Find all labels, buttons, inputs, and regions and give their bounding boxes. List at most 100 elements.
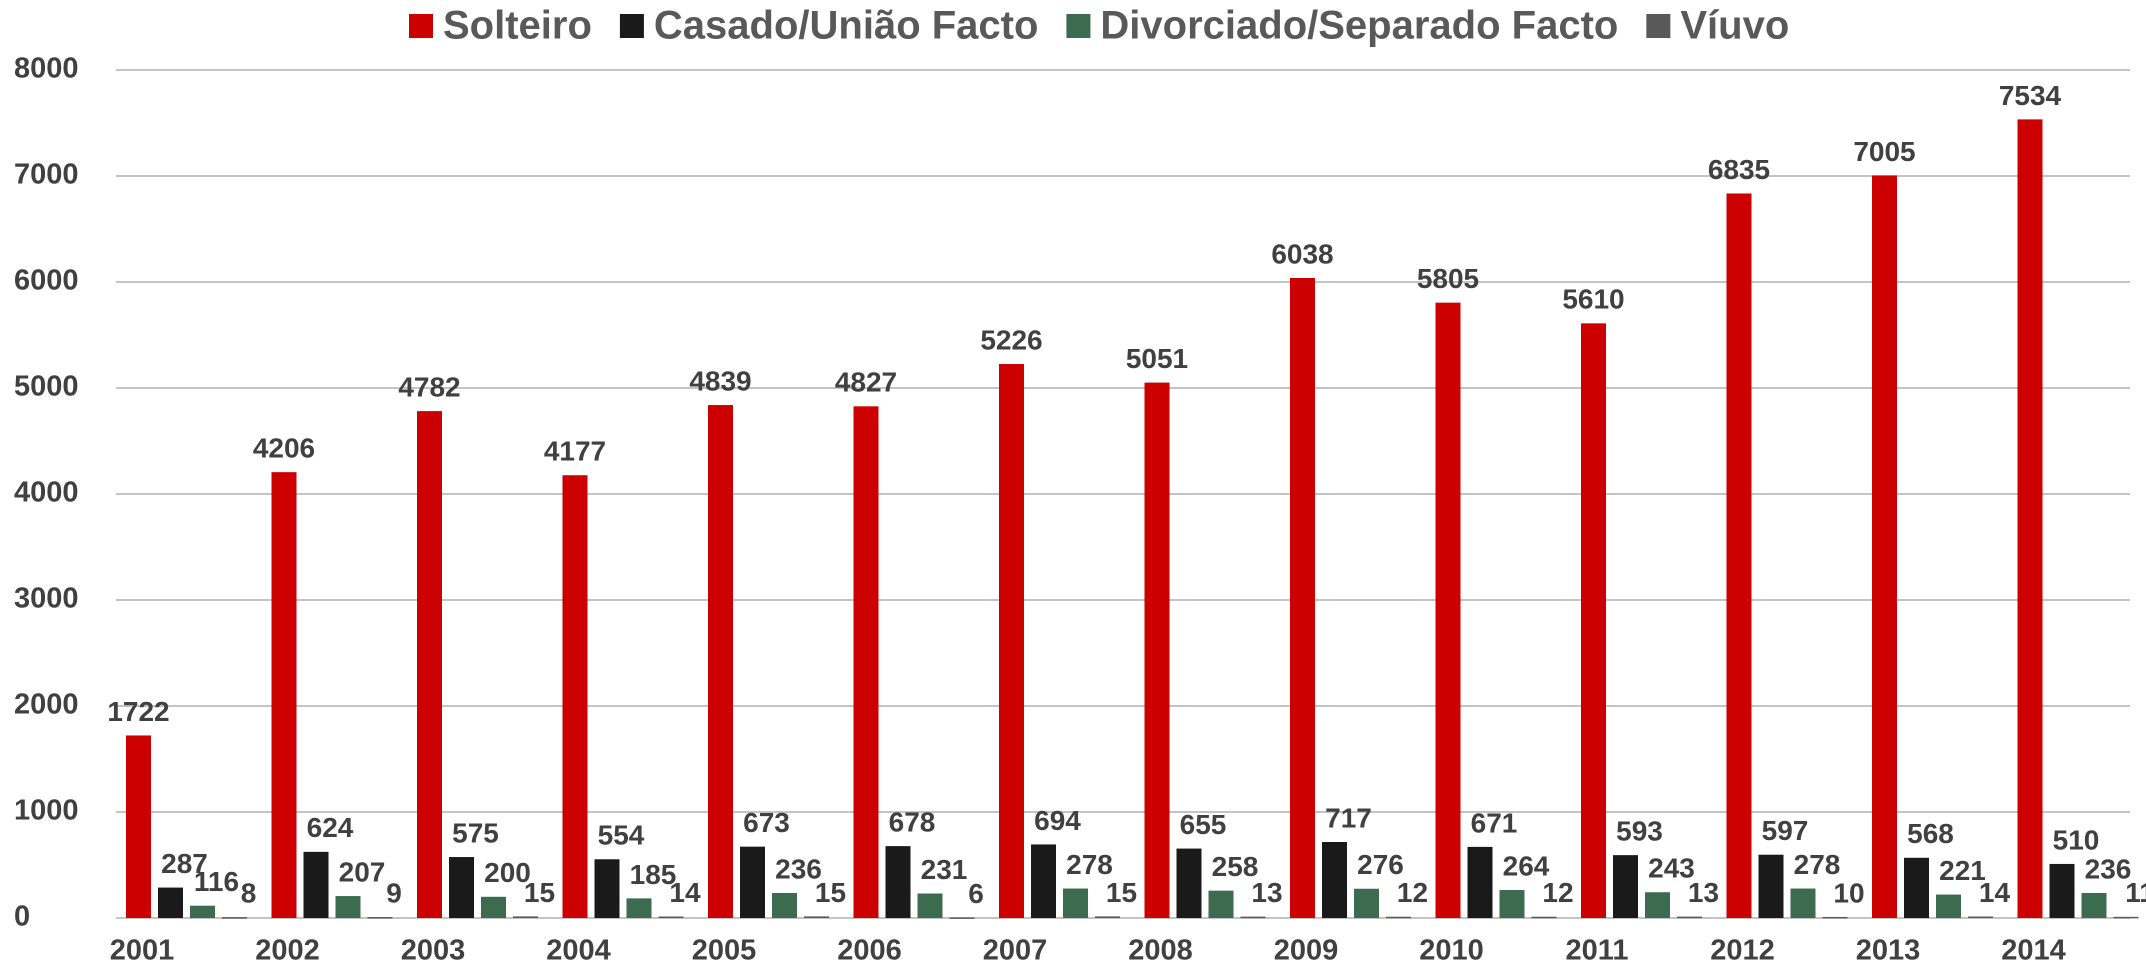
value-label: 236 <box>775 853 822 884</box>
x-tick-label: 2002 <box>255 935 320 967</box>
value-label: 568 <box>1907 818 1954 849</box>
value-label: 4206 <box>253 433 315 464</box>
value-label: 5610 <box>1562 284 1624 315</box>
legend-label: Víuvo <box>1680 4 1789 48</box>
bar <box>853 406 879 918</box>
bar <box>367 917 393 919</box>
bar <box>1031 844 1056 918</box>
bar <box>335 896 361 918</box>
bar <box>1354 888 1379 918</box>
value-label: 1722 <box>107 696 169 727</box>
legend-swatch <box>619 14 644 38</box>
value-label: 5805 <box>1417 263 1479 294</box>
value-label: 278 <box>1066 849 1113 880</box>
value-label: 6038 <box>1271 238 1333 269</box>
value-label: 6 <box>968 878 984 909</box>
value-label: 258 <box>1212 851 1259 882</box>
x-tick-label: 2010 <box>1419 935 1484 967</box>
value-label: 221 <box>1939 855 1986 886</box>
value-label: 673 <box>743 807 790 838</box>
legend-label: Solteiro <box>443 4 592 48</box>
bar <box>1322 841 1347 918</box>
bar <box>1095 916 1120 918</box>
value-label: 15 <box>524 877 555 908</box>
value-label: 7005 <box>1853 136 1915 167</box>
bar <box>658 916 684 919</box>
bar <box>2017 119 2043 919</box>
legend-label: Casado/União Facto <box>654 4 1039 48</box>
y-tick-label: 2000 <box>14 689 79 721</box>
bar <box>1904 857 1929 918</box>
value-label: 4782 <box>398 371 460 402</box>
bar <box>190 905 215 918</box>
y-tick-label: 6000 <box>14 265 79 297</box>
value-label: 4839 <box>689 365 751 396</box>
bar <box>1581 323 1606 919</box>
value-label: 510 <box>2053 824 2100 855</box>
value-label: 13 <box>1251 877 1282 908</box>
bar <box>999 364 1024 918</box>
bar <box>885 846 911 918</box>
value-label: 10 <box>1833 877 1864 908</box>
bar <box>222 917 247 919</box>
value-label: 11 <box>2125 877 2146 908</box>
x-tick-label: 2001 <box>110 935 175 967</box>
value-label: 231 <box>921 854 968 885</box>
value-label: 12 <box>1542 877 1573 908</box>
x-tick-label: 2008 <box>1128 935 1193 967</box>
bar <box>449 857 474 918</box>
x-tick-label: 2013 <box>1856 935 1921 967</box>
value-label: 12 <box>1397 877 1428 908</box>
bar <box>1435 302 1461 918</box>
value-label: 276 <box>1357 849 1404 880</box>
value-label: 624 <box>307 812 354 843</box>
bar <box>1758 854 1784 918</box>
bar <box>2049 863 2075 918</box>
bar <box>1613 855 1638 918</box>
bar <box>1290 277 1315 918</box>
value-label: 14 <box>1979 877 2011 908</box>
x-tick-label: 2005 <box>692 935 757 967</box>
x-tick-label: 2009 <box>1274 935 1339 967</box>
bar <box>303 851 329 918</box>
value-label: 4177 <box>544 436 606 467</box>
bar <box>1822 916 1848 919</box>
y-tick-label: 8000 <box>14 53 79 85</box>
bar <box>804 916 829 918</box>
value-label: 15 <box>815 877 846 908</box>
value-label: 5051 <box>1126 343 1188 374</box>
value-label: 287 <box>161 848 208 879</box>
bar <box>562 475 588 918</box>
bar <box>1063 888 1088 918</box>
bar <box>417 411 442 918</box>
bar <box>1531 916 1557 919</box>
x-tick-label: 2011 <box>1566 935 1629 967</box>
value-label: 554 <box>598 820 645 851</box>
y-tick-label: 0 <box>14 901 30 933</box>
value-label: 207 <box>339 856 386 887</box>
bar <box>158 887 183 918</box>
bar <box>1936 894 1961 918</box>
bar <box>949 917 975 919</box>
value-label: 671 <box>1471 807 1518 838</box>
value-label: 14 <box>669 877 701 908</box>
x-tick-label: 2007 <box>983 935 1048 967</box>
value-label: 185 <box>630 859 677 890</box>
bar <box>271 472 297 918</box>
x-tick-label: 2006 <box>837 935 902 967</box>
value-label: 13 <box>1688 877 1719 908</box>
y-tick-label: 4000 <box>14 477 79 509</box>
value-label: 678 <box>889 807 936 838</box>
bar <box>594 859 620 918</box>
bar <box>1677 916 1702 919</box>
value-label: 9 <box>386 877 402 908</box>
value-label: 278 <box>1794 849 1841 880</box>
bar <box>708 405 733 918</box>
value-label: 717 <box>1325 802 1372 833</box>
value-label: 694 <box>1034 805 1081 836</box>
value-label: 7534 <box>1999 80 2062 111</box>
value-label: 655 <box>1180 809 1227 840</box>
legend-swatch <box>1646 14 1671 38</box>
value-label: 6835 <box>1708 154 1770 185</box>
